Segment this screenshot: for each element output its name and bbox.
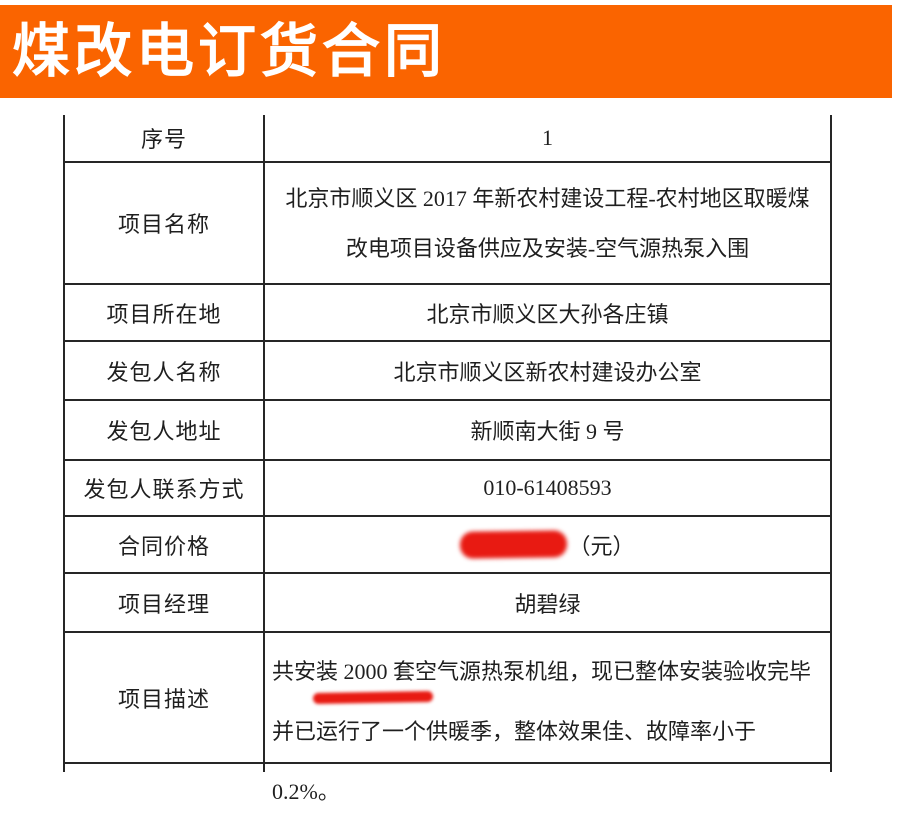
row-employer-address: 发包人地址 新顺南大街 9 号 [65,401,830,461]
row-label: 发包人名称 [65,342,265,399]
row-label: 发包人地址 [65,401,265,459]
row-label: 发包人联系方式 [65,461,265,515]
contract-page: { "header": { "title": "煤改电订货合同" }, "col… [0,5,892,804]
row-value: 共安装 2000 套空气源热泵机组，现已整体安装验收完毕并已运行了一个供暖季，整… [265,633,830,804]
row-contract-price: 合同价格 （元） [65,517,830,574]
page-title: 煤改电订货合同 [12,18,447,84]
row-project-description: 项目描述 共安装 2000 套空气源热泵机组，现已整体安装验收完毕并已运行了一个… [65,633,830,804]
row-value: 胡碧绿 [514,591,581,617]
row-value: 北京市顺义区 2017 年新农村建设工程-农村地区取暖煤改电项目设备供应及安装-… [285,186,810,261]
red-underline-annotation [312,690,434,705]
redaction-scribble [460,530,568,559]
row-label [65,764,265,772]
price-unit-text: （元） [568,533,635,559]
row-serial-number: 序号 1 [65,115,830,163]
contract-table: 序号 1 项目名称 北京市顺义区 2017 年新农村建设工程-农村地区取暖煤改电… [63,115,832,804]
row-value: 北京市顺义区大孙各庄镇 [426,301,669,327]
row-value: 北京市顺义区新农村建设办公室 [393,359,702,385]
row-value: 1 [542,125,553,150]
row-project-name: 项目名称 北京市顺义区 2017 年新农村建设工程-农村地区取暖煤改电项目设备供… [65,163,830,285]
row-employer-contact: 发包人联系方式 010-61408593 [65,461,830,517]
row-label: 序号 [65,115,265,161]
row-label: 项目所在地 [65,285,265,340]
row-value: 新顺南大街 9 号 [470,419,625,444]
row-label: 项目经理 [65,574,265,631]
row-project-manager: 项目经理 胡碧绿 [65,574,830,633]
row-employer-name: 发包人名称 北京市顺义区新农村建设办公室 [65,342,830,401]
description-text: 共安装 2000 套空气源热泵机组，现已整体安装验收完毕并已运行了一个供暖季，整… [272,659,812,804]
row-project-location: 项目所在地 北京市顺义区大孙各庄镇 [65,285,830,342]
row-label: 合同价格 [65,517,265,572]
row-partial-cutoff [65,764,830,772]
row-label: 项目描述 [65,633,265,762]
row-value: 010-61408593 [483,475,612,500]
title-banner: 煤改电订货合同 [0,5,892,98]
row-label: 项目名称 [65,163,265,283]
row-value [265,764,830,772]
row-value: （元） [265,517,830,572]
